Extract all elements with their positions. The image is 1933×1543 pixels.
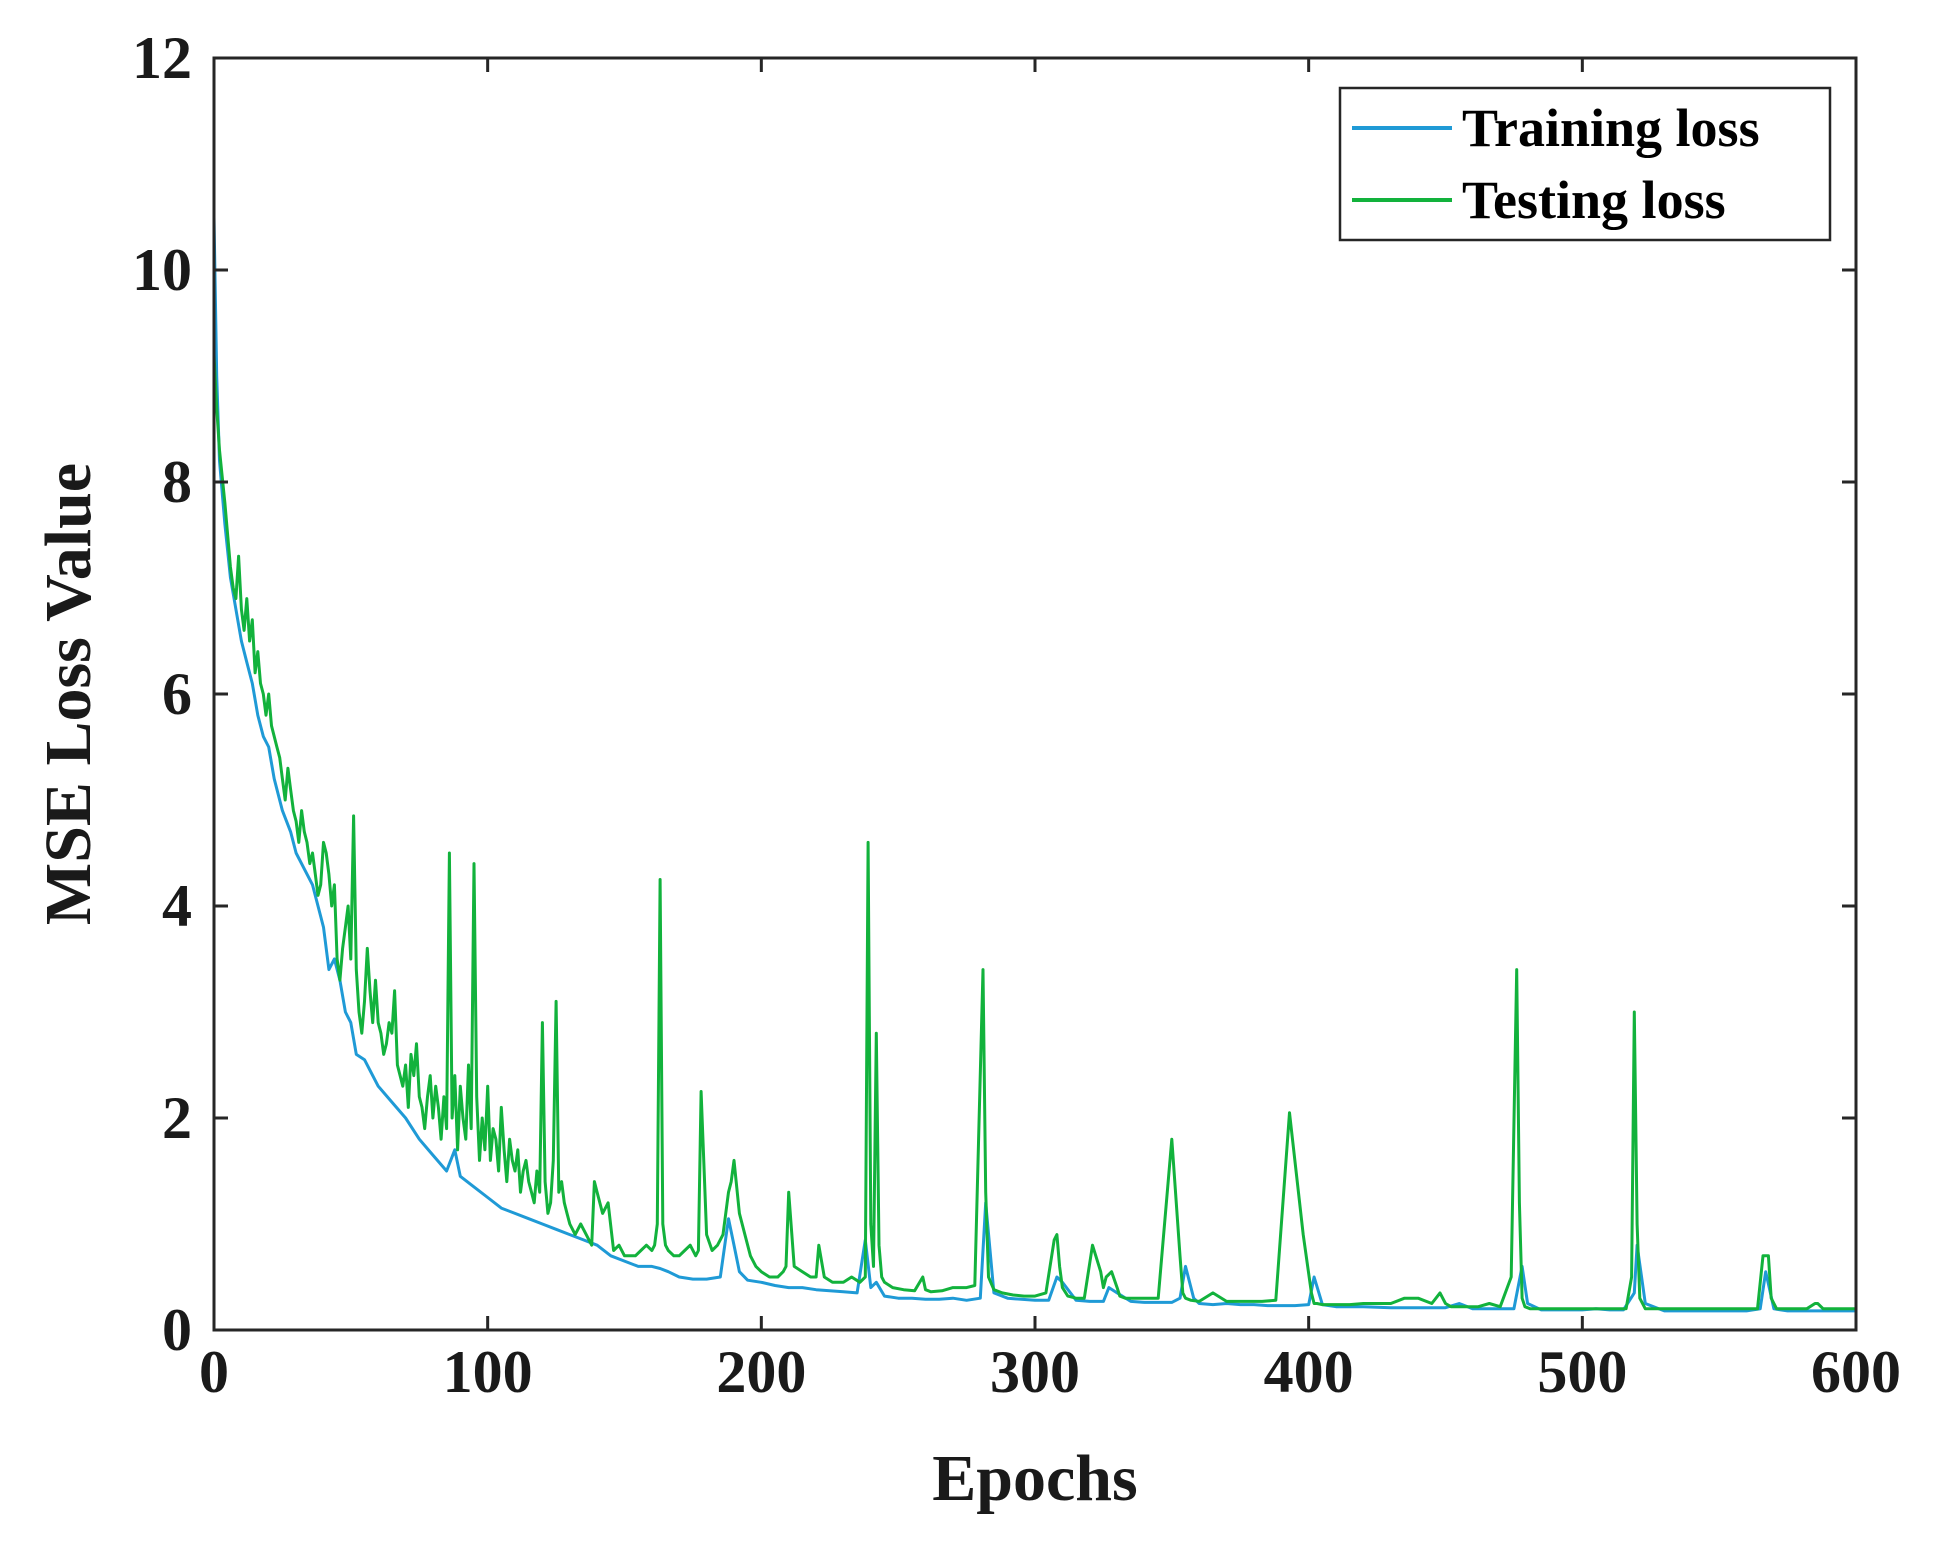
legend-box [1338,86,1832,242]
legend-label-training: Training loss [1462,98,1760,158]
y-tick-label: 10 [132,237,192,303]
y-tick-label: 12 [132,25,192,91]
x-tick-label: 300 [990,1339,1080,1405]
x-tick-label: 0 [199,1339,229,1405]
ticks-layer: 0 100 200 300 400 500 600 0 2 4 6 8 10 12 [132,25,1901,1405]
y-tick-label: 4 [162,873,192,939]
y-tick-label: 0 [162,1297,192,1363]
x-tick-label: 500 [1537,1339,1627,1405]
x-tick-label: 200 [716,1339,806,1405]
x-tick-label: 400 [1264,1339,1354,1405]
y-tick-label: 8 [162,449,192,515]
y-axis-title: MSE Loss Value [32,463,105,925]
x-axis-title: Epochs [932,1442,1137,1515]
y-tick-label: 6 [162,661,192,727]
legend: Training loss Testing loss [1338,86,1832,242]
legend-label-testing: Testing loss [1462,170,1726,230]
y-tick-label: 2 [162,1085,192,1151]
x-tick-label: 600 [1811,1339,1901,1405]
series-layer [212,216,1856,1313]
series-line-testing [212,354,1856,1311]
x-tick-label: 100 [443,1339,533,1405]
